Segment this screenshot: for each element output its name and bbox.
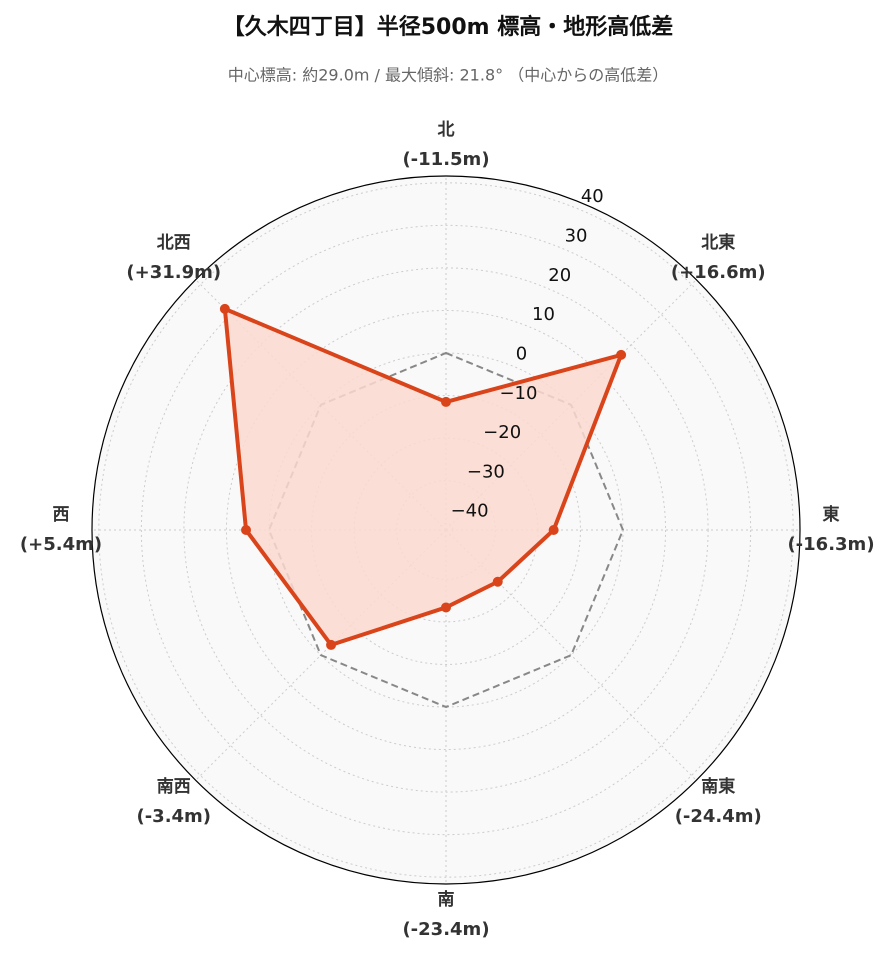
data-point [219, 303, 230, 314]
value-label: (-23.4m) [402, 919, 489, 940]
category-label: 西 [53, 505, 70, 525]
grid-circle [183, 267, 709, 793]
value-label: (-3.4m) [136, 806, 211, 827]
chart-title: 【久木四丁目】半径500m 標高・地形高低差 [223, 14, 674, 40]
category-label: 東 [823, 504, 840, 525]
grid-circle [225, 309, 667, 751]
category-label: 南東 [701, 776, 735, 797]
data-point [492, 576, 503, 587]
category-label: 北東 [701, 232, 735, 253]
plot-border [91, 175, 801, 885]
r-tick-label: 0 [516, 343, 527, 364]
value-label: (-24.4m) [675, 806, 762, 827]
data-area [224, 308, 622, 645]
data-point [548, 525, 559, 535]
data-point [326, 639, 337, 650]
value-label: (-11.5m) [402, 149, 489, 170]
data-point [441, 396, 451, 407]
category-label: 北西 [157, 233, 191, 253]
r-tick-label: 10 [532, 304, 555, 325]
value-label: (+5.4m) [20, 534, 102, 555]
value-label: (+16.6m) [671, 262, 766, 283]
r-tick-label: 40 [581, 186, 604, 207]
grid-circle [311, 395, 581, 665]
data-point [616, 349, 627, 360]
r-tick-label: −10 [499, 383, 537, 404]
category-label: 南 [438, 889, 455, 910]
value-label: (-16.3m) [787, 534, 874, 555]
data-point [441, 602, 451, 613]
r-tick-label: −20 [483, 422, 521, 443]
r-tick-label: 20 [548, 265, 571, 286]
r-tick-label: −30 [467, 461, 505, 482]
grid-circle [98, 182, 794, 878]
r-tick-label: −40 [451, 501, 489, 522]
category-label: 北 [438, 120, 455, 140]
grid-spoke [445, 529, 697, 781]
chart-subtitle: 中心標高: 約29.0m / 最大傾斜: 21.8° （中心からの高低差） [228, 66, 668, 85]
category-label: 南西 [157, 776, 191, 797]
grid-circle [140, 224, 752, 836]
value-label: (+31.9m) [126, 262, 221, 283]
data-point [241, 525, 252, 535]
r-tick-label: 30 [565, 226, 588, 247]
